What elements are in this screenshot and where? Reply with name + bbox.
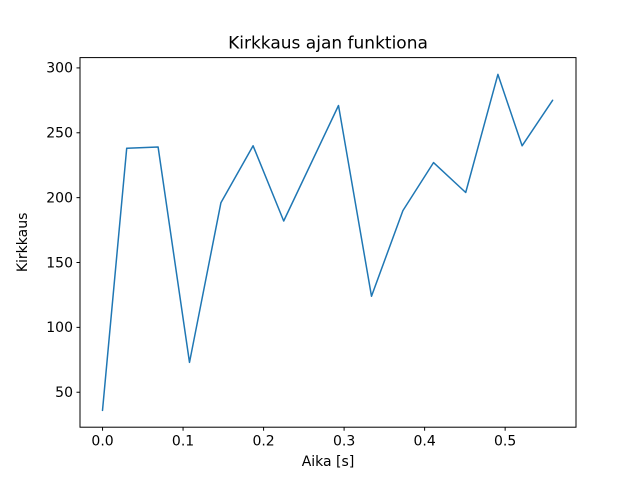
y-tick-label: 150: [46, 255, 73, 271]
x-tick-label: 0.0: [91, 434, 113, 450]
y-tick-label: 50: [55, 385, 73, 401]
y-tick-label: 250: [46, 126, 73, 142]
x-axis-label: Aika [s]: [302, 454, 355, 470]
y-tick-label: 100: [46, 320, 73, 336]
x-tick-label: 0.2: [252, 434, 274, 450]
y-axis-label: Kirkkaus: [15, 213, 31, 273]
chart-title: Kirkkaus ajan funktiona: [228, 34, 428, 54]
y-axis-ticks: 50 100 150 200 250 300: [46, 61, 80, 401]
axes-border: [79, 57, 577, 428]
y-tick-label: 300: [46, 61, 73, 77]
y-tick-label: 200: [46, 190, 73, 206]
x-tick-label: 0.1: [172, 434, 194, 450]
x-axis-ticks: 0.0 0.1 0.2 0.3 0.4 0.5: [91, 427, 516, 450]
series-line: [101, 73, 554, 412]
x-tick-label: 0.3: [333, 434, 355, 450]
plot-area: [80, 57, 576, 428]
x-tick-label: 0.5: [494, 434, 516, 450]
x-tick-label: 0.4: [413, 434, 435, 450]
